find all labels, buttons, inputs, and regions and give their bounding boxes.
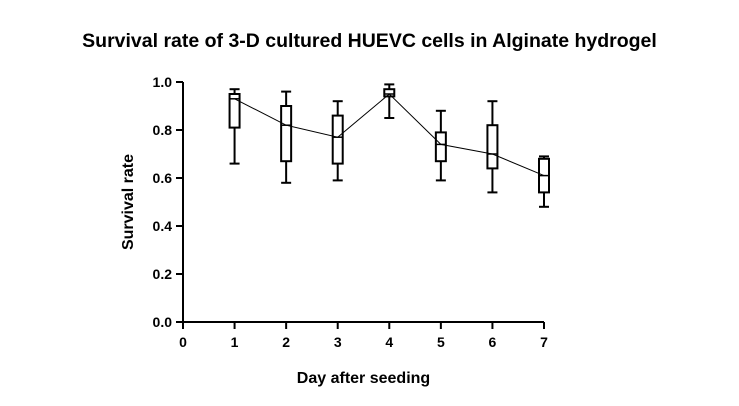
box-day-6 <box>486 100 499 194</box>
y-tick-label: 0.6 <box>153 170 173 186</box>
y-tick-label: 1.0 <box>153 74 173 90</box>
box-iqr <box>228 93 241 129</box>
box-day-2 <box>280 90 293 184</box>
median-line <box>234 93 545 177</box>
x-tick-label: 0 <box>179 334 187 350</box>
axis-labels: 0.0 0.2 0.4 0.6 0.8 1.0 0 1 2 3 4 5 6 7 Day after seed… <box>120 74 548 387</box>
box-day-7 <box>538 155 550 208</box>
box-iqr <box>434 131 447 163</box>
y-tick-label: 0.0 <box>153 314 173 330</box>
x-tick-label: 6 <box>489 334 497 350</box>
box-iqr <box>383 88 396 98</box>
x-tick-label: 5 <box>437 334 445 350</box>
x-tick-label: 7 <box>540 334 548 350</box>
box-iqr <box>331 114 344 165</box>
x-tick-label: 4 <box>385 334 393 350</box>
box-day-4 <box>383 83 396 119</box>
x-tick-label: 3 <box>334 334 342 350</box>
box-series <box>228 83 550 208</box>
axes <box>176 81 545 329</box>
x-tick-label: 2 <box>282 334 290 350</box>
y-axis-title: Survival rate <box>120 154 137 250</box>
y-tick-label: 0.8 <box>153 122 173 138</box>
box-day-3 <box>331 100 344 182</box>
x-tick-label: 1 <box>231 334 239 350</box>
box-iqr <box>280 105 293 163</box>
x-axis-title: Day after seeding <box>297 370 430 387</box>
box-day-1 <box>228 88 241 165</box>
y-tick-label: 0.2 <box>153 266 173 282</box>
chart-title: Survival rate of 3-D cultured HUEVC cell… <box>82 30 657 52</box>
median-trend-line <box>234 93 545 177</box>
box-iqr <box>486 124 499 170</box>
y-tick-label: 0.4 <box>153 218 173 234</box>
box-day-5 <box>434 109 447 182</box>
